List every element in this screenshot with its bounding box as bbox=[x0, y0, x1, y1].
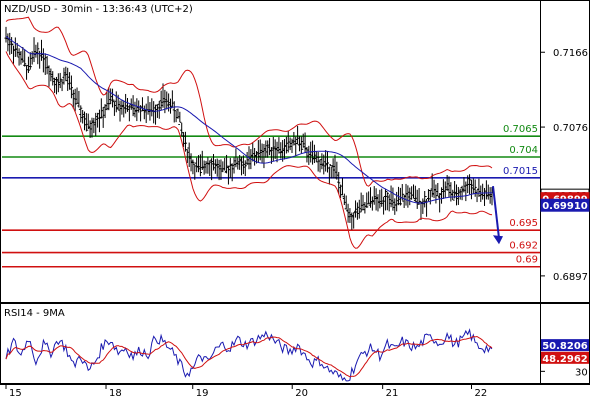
rsi-tag-box bbox=[541, 339, 589, 352]
rsi-tag-label: 50.8206 bbox=[542, 341, 588, 352]
rsi-line bbox=[5, 328, 493, 382]
forecast-arrow-shaft bbox=[492, 185, 500, 239]
bollinger-lower-line bbox=[5, 51, 493, 249]
rsi-panel-frame bbox=[0, 303, 590, 384]
level-label: 0.692 bbox=[509, 241, 538, 252]
level-label: 0.7065 bbox=[503, 124, 538, 135]
rsi-tick-label: 30 bbox=[575, 367, 588, 378]
level-label: 0.695 bbox=[509, 218, 538, 229]
day-label: 18 bbox=[109, 388, 122, 399]
chart-title: NZD/USD - 30min - 13:36:43 (UTC+2) bbox=[4, 4, 193, 15]
day-label: 19 bbox=[196, 388, 209, 399]
rsi-title: RSI14 - 9MA bbox=[4, 308, 65, 319]
moving-average-line bbox=[5, 35, 493, 204]
day-label: 21 bbox=[386, 388, 399, 399]
level-label: 0.704 bbox=[509, 145, 538, 156]
price-tag-label: 0.69910 bbox=[542, 201, 588, 212]
rsi-tag-label: 48.2962 bbox=[542, 354, 588, 365]
rsi-tag-box bbox=[541, 351, 589, 364]
price-tick-label: 0.6897 bbox=[553, 272, 588, 283]
rsi-ma-line bbox=[5, 335, 493, 378]
price-panel-frame bbox=[0, 0, 590, 303]
level-label: 0.69 bbox=[516, 255, 538, 266]
bollinger-upper-line bbox=[5, 16, 493, 187]
price-tick-label: 0.7166 bbox=[553, 48, 588, 59]
price-tag-box bbox=[540, 198, 590, 212]
day-label: 20 bbox=[295, 388, 308, 399]
forecast-arrow-head bbox=[493, 235, 503, 245]
day-label: 15 bbox=[9, 388, 22, 399]
level-label: 0.7015 bbox=[503, 166, 538, 177]
price-tick-label: 0.7076 bbox=[553, 123, 588, 134]
day-label: 22 bbox=[475, 388, 488, 399]
